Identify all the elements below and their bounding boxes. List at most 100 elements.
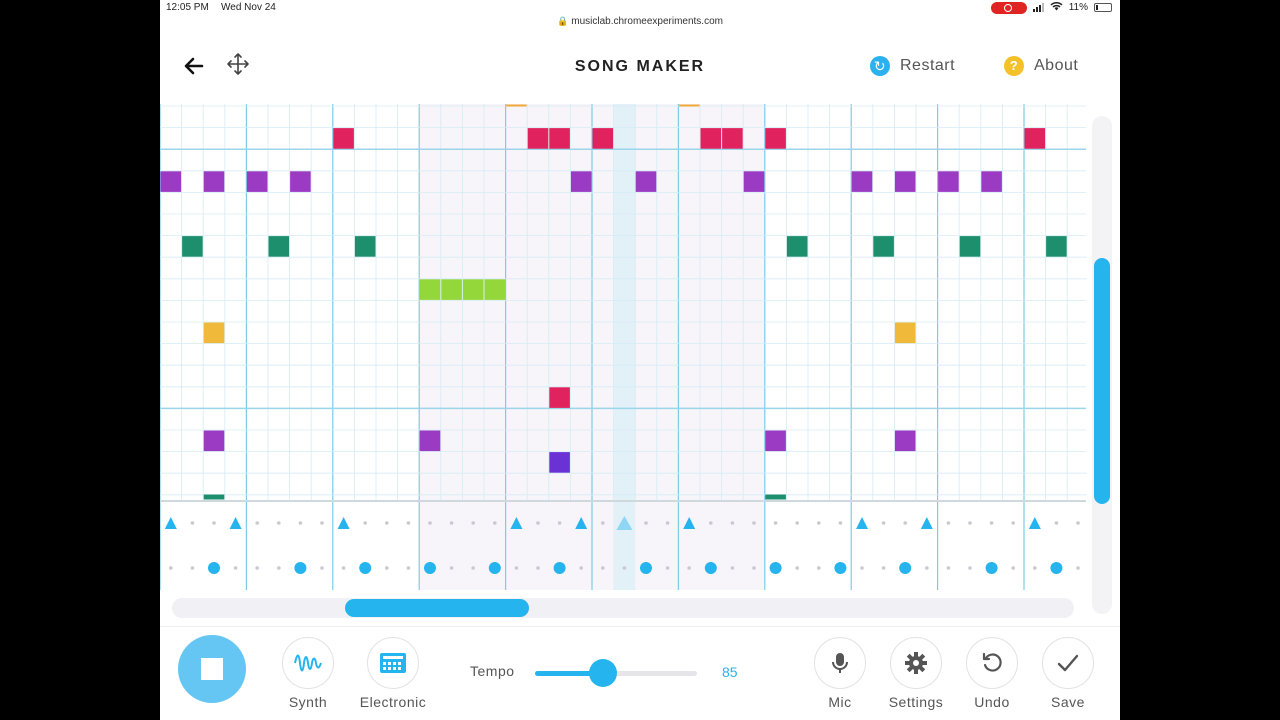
note-cell[interactable] [743, 171, 765, 192]
percussion-empty-dot[interactable] [989, 521, 994, 525]
percussion-triangle[interactable] [575, 517, 588, 529]
percussion-empty-dot[interactable] [903, 521, 907, 525]
percussion-empty-dot[interactable] [644, 521, 648, 525]
note-cell[interactable] [419, 279, 441, 300]
note-cell[interactable] [354, 236, 376, 257]
note-cell[interactable] [894, 171, 916, 192]
stop-button[interactable] [178, 635, 246, 703]
percussion-empty-dot[interactable] [536, 566, 540, 570]
move-button[interactable] [224, 52, 252, 80]
percussion-empty-dot[interactable] [536, 521, 540, 525]
percussion-empty-dot[interactable] [622, 566, 627, 570]
percussion-empty-dot[interactable] [449, 521, 454, 525]
percussion-triangle[interactable] [510, 517, 523, 529]
note-cell[interactable] [786, 236, 808, 257]
percussion-empty-dot[interactable] [968, 566, 972, 570]
percussion-empty-dot[interactable] [773, 521, 778, 525]
note-cell[interactable] [894, 322, 916, 344]
undo-button[interactable] [966, 637, 1018, 689]
note-cell[interactable] [182, 236, 203, 257]
percussion-circle[interactable] [488, 562, 501, 574]
percussion-empty-dot[interactable] [428, 521, 432, 525]
mic-button[interactable] [814, 637, 866, 689]
note-cell[interactable] [938, 171, 959, 192]
note-cell[interactable] [419, 430, 441, 452]
percussion-empty-dot[interactable] [601, 566, 605, 570]
note-cell[interactable] [462, 279, 484, 300]
note-cell[interactable] [722, 128, 743, 149]
percussion-empty-dot[interactable] [255, 521, 259, 525]
percussion-empty-dot[interactable] [255, 566, 259, 570]
note-cell[interactable] [160, 171, 182, 192]
tempo-slider-thumb[interactable] [589, 659, 618, 687]
percussion-empty-dot[interactable] [925, 566, 929, 570]
percussion-empty-dot[interactable] [1033, 566, 1037, 570]
save-button[interactable] [1042, 637, 1094, 689]
percussion-empty-dot[interactable] [449, 566, 454, 570]
percussion-circle[interactable] [704, 562, 717, 574]
percussion-triangle[interactable] [683, 517, 696, 529]
percussion-triangle[interactable] [920, 517, 933, 529]
note-cell[interactable] [894, 430, 916, 452]
note-cell[interactable] [981, 171, 1002, 192]
note-cell[interactable] [203, 171, 225, 192]
horizontal-scroll-track[interactable] [172, 598, 1074, 618]
percussion-circle[interactable] [1050, 562, 1063, 574]
percussion-triangle[interactable] [164, 517, 177, 529]
about-button[interactable]: ? About [1004, 56, 1078, 76]
percussion-empty-dot[interactable] [363, 521, 367, 525]
note-cell[interactable] [700, 128, 722, 149]
percussion-empty-dot[interactable] [817, 521, 821, 525]
percussion-circle[interactable] [294, 562, 307, 574]
percussion-triangle[interactable] [337, 517, 350, 529]
percussion-empty-dot[interactable] [190, 566, 195, 570]
note-cell[interactable] [549, 452, 570, 473]
percussion-empty-dot[interactable] [1011, 566, 1015, 570]
restart-button[interactable]: ↻ Restart [870, 56, 955, 76]
note-cell[interactable] [765, 128, 786, 149]
note-cell[interactable] [1024, 128, 1046, 149]
percussion-empty-dot[interactable] [946, 566, 951, 570]
note-cell[interactable] [1046, 236, 1067, 257]
percussion-empty-dot[interactable] [601, 521, 605, 525]
percussion-circle[interactable] [769, 562, 782, 574]
percussion-circle[interactable] [359, 562, 372, 574]
percussion-empty-dot[interactable] [795, 521, 799, 525]
note-cell[interactable] [635, 171, 657, 192]
percussion-empty-dot[interactable] [946, 521, 951, 525]
note-cell[interactable] [959, 236, 981, 257]
percussion-empty-dot[interactable] [752, 521, 756, 525]
percussion-empty-dot[interactable] [1076, 566, 1080, 570]
note-cell[interactable] [873, 236, 894, 257]
note-grid[interactable] [160, 104, 1086, 590]
percussion-empty-dot[interactable] [471, 566, 476, 570]
percussion-triangle-playhead[interactable] [616, 516, 633, 530]
percussion-empty-dot[interactable] [838, 521, 843, 525]
note-cell[interactable] [549, 387, 570, 408]
percussion-empty-dot[interactable] [298, 521, 303, 525]
percussion-empty-dot[interactable] [320, 521, 324, 525]
percussion-empty-dot[interactable] [579, 566, 583, 570]
note-cell[interactable] [290, 171, 311, 192]
note-cell[interactable] [203, 322, 225, 344]
percussion-empty-dot[interactable] [817, 566, 821, 570]
percussion-circle[interactable] [899, 562, 912, 574]
note-cell[interactable] [246, 171, 268, 192]
percussion-triangle[interactable] [856, 517, 868, 529]
note-cell[interactable] [203, 430, 225, 452]
percussion-circle[interactable] [553, 562, 566, 574]
percussion-empty-dot[interactable] [665, 521, 670, 525]
percussion-circle[interactable] [424, 562, 436, 574]
note-cell[interactable] [570, 171, 592, 192]
note-cell[interactable] [678, 104, 700, 107]
note-cell[interactable] [527, 128, 549, 149]
percussion-empty-dot[interactable] [1011, 521, 1015, 525]
percussion-empty-dot[interactable] [557, 521, 562, 525]
note-cell[interactable] [268, 236, 290, 257]
percussion-empty-dot[interactable] [212, 521, 216, 525]
percussion-empty-dot[interactable] [169, 566, 173, 570]
percussion-empty-dot[interactable] [968, 521, 972, 525]
note-cell[interactable] [765, 494, 786, 500]
percussion-empty-dot[interactable] [341, 566, 346, 570]
percussion-empty-dot[interactable] [860, 566, 864, 570]
